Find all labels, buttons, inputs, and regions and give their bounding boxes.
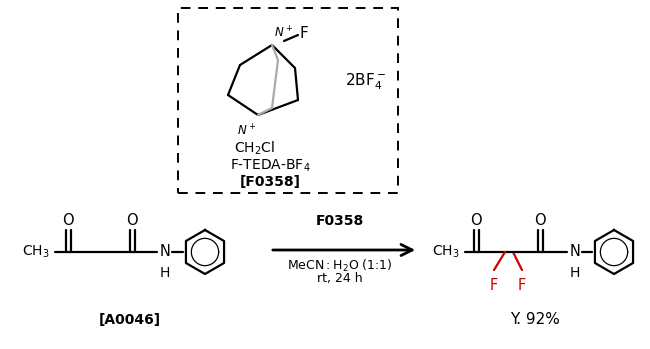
Text: F0358: F0358 [316,214,364,228]
Text: O: O [62,213,74,228]
Text: $\mathregular{CH_3}$: $\mathregular{CH_3}$ [22,244,49,260]
Text: $\mathregular{2BF_4^-}$: $\mathregular{2BF_4^-}$ [345,72,386,92]
Text: $N^+$: $N^+$ [237,123,256,138]
Text: O: O [126,213,138,228]
Bar [178,8,398,193]
Text: [F0358]: [F0358] [239,175,300,189]
Text: O: O [470,213,482,228]
Text: F: F [300,25,308,40]
Text: O: O [534,213,546,228]
Text: rt, 24 h: rt, 24 h [317,272,363,285]
Text: $\mathregular{MeCN:H_2O}$ (1:1): $\mathregular{MeCN:H_2O}$ (1:1) [287,258,393,274]
Text: N: N [159,245,170,260]
Text: N: N [569,245,580,260]
Text: Y. 92%: Y. 92% [510,312,560,327]
Text: $\mathregular{CH_2Cl}$: $\mathregular{CH_2Cl}$ [235,140,276,157]
Text: H: H [160,266,170,280]
Text: $\mathregular{CH_3}$: $\mathregular{CH_3}$ [432,244,460,260]
Text: $\mathregular{F}$-TEDA-$\mathregular{BF_4}$: $\mathregular{F}$-TEDA-$\mathregular{BF_… [229,158,310,174]
Text: $N^+$: $N^+$ [274,26,293,41]
Text: F: F [518,278,526,293]
Text: F: F [490,278,498,293]
Text: [A0046]: [A0046] [99,313,161,327]
Text: H: H [570,266,580,280]
